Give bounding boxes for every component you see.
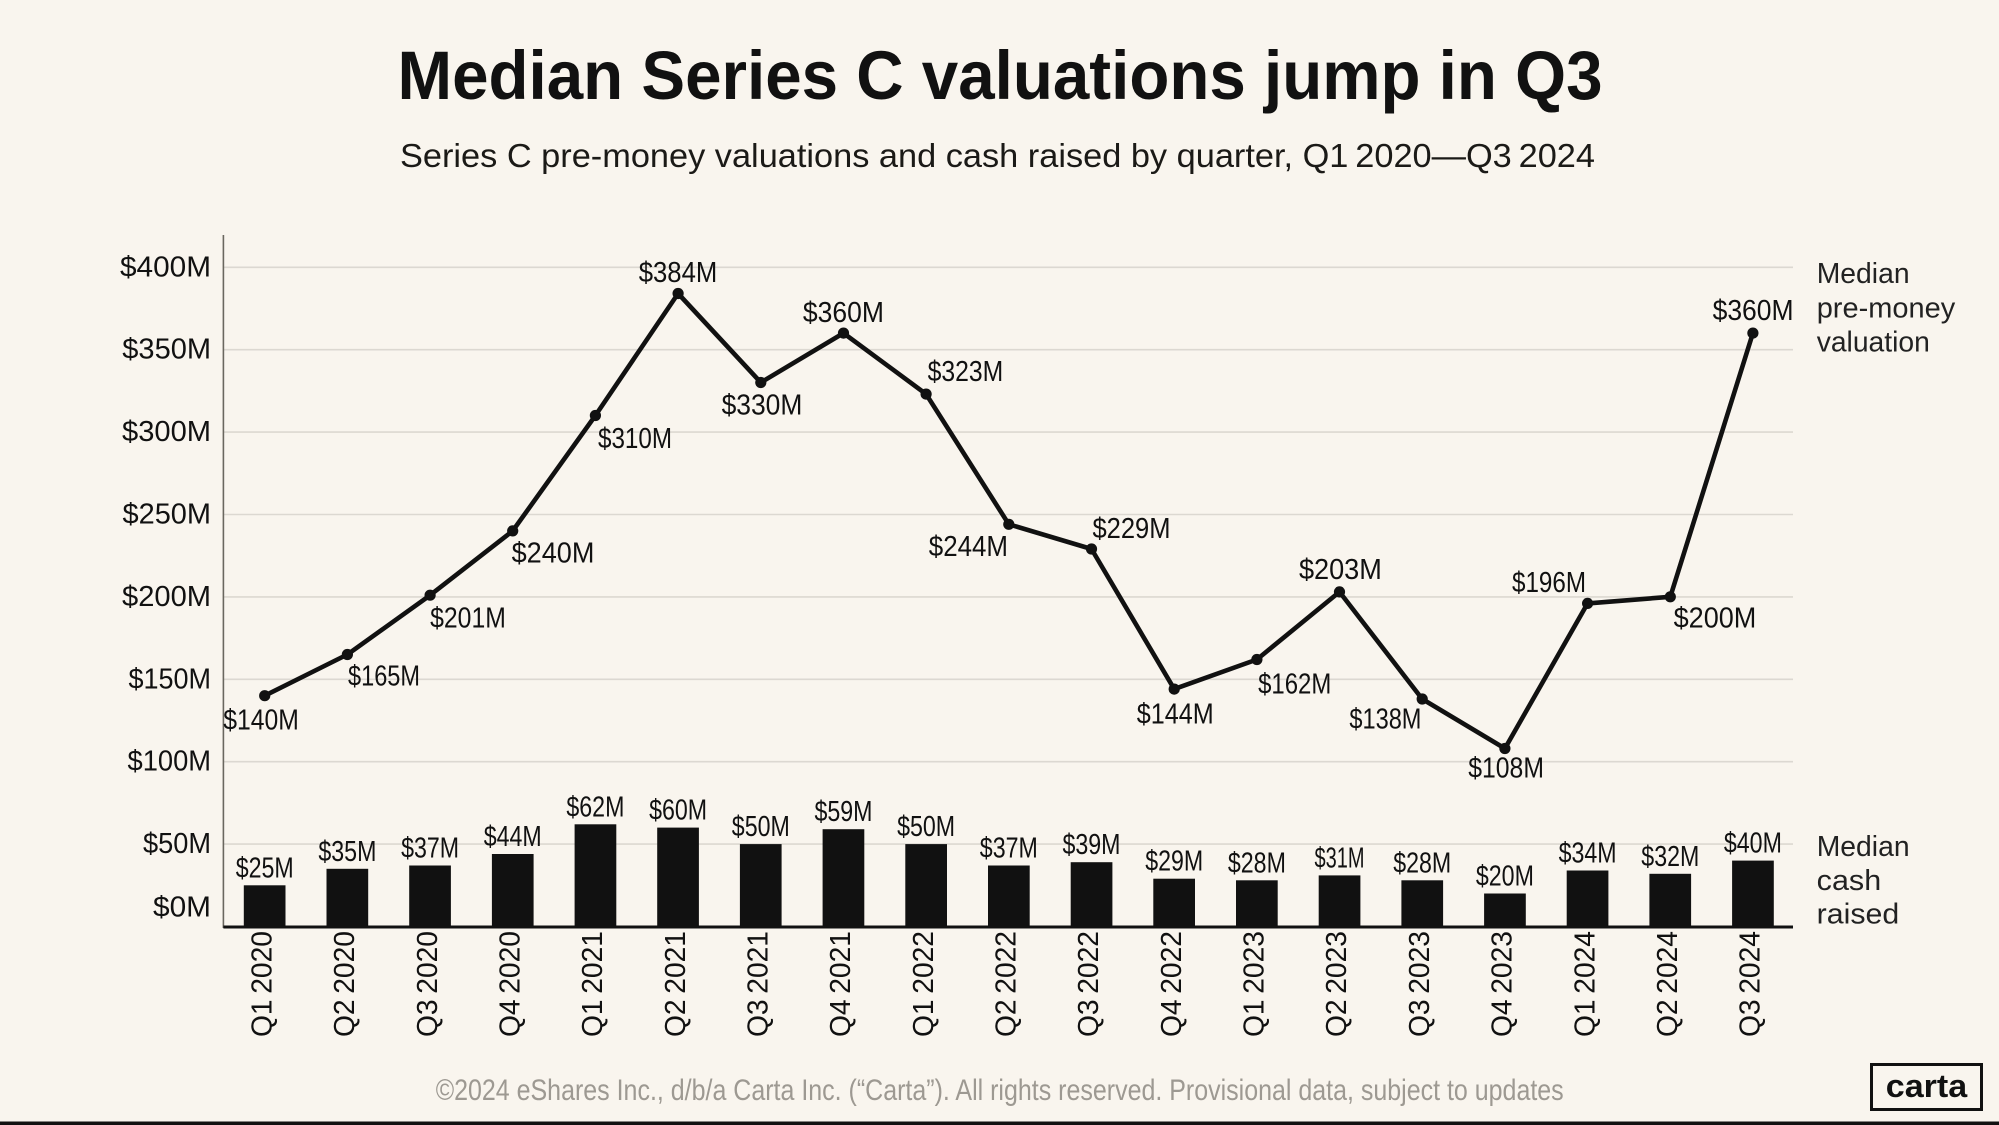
- svg-text:$360M: $360M: [1713, 295, 1794, 327]
- svg-text:$28M: $28M: [1393, 847, 1451, 879]
- svg-text:$140M: $140M: [223, 705, 299, 737]
- svg-text:$50M: $50M: [732, 811, 790, 843]
- svg-text:Q3 2020: Q3 2020: [412, 931, 444, 1037]
- svg-text:Q4 2022: Q4 2022: [1156, 931, 1188, 1037]
- svg-text:$310M: $310M: [598, 423, 672, 455]
- svg-text:Q2 2023: Q2 2023: [1321, 931, 1353, 1037]
- svg-text:$330M: $330M: [722, 389, 803, 421]
- svg-text:$165M: $165M: [348, 661, 420, 693]
- svg-text:$150M: $150M: [129, 663, 212, 695]
- svg-text:$34M: $34M: [1559, 838, 1617, 870]
- svg-text:$244M: $244M: [929, 531, 1008, 563]
- svg-text:Q3 2021: Q3 2021: [743, 931, 775, 1037]
- svg-text:Q3 2024: Q3 2024: [1735, 931, 1767, 1037]
- svg-text:Q2 2022: Q2 2022: [991, 931, 1023, 1037]
- svg-text:$400M: $400M: [120, 251, 211, 283]
- svg-text:$31M: $31M: [1315, 842, 1365, 874]
- svg-text:Q3 2022: Q3 2022: [1073, 931, 1105, 1037]
- svg-text:Median: Median: [1817, 831, 1910, 863]
- svg-text:Q3 2023: Q3 2023: [1404, 931, 1436, 1037]
- svg-text:$50M: $50M: [143, 828, 211, 860]
- svg-text:$144M: $144M: [1137, 699, 1214, 731]
- svg-text:$240M: $240M: [512, 538, 595, 570]
- svg-text:Q4 2021: Q4 2021: [825, 931, 857, 1037]
- svg-text:valuation: valuation: [1817, 326, 1930, 358]
- svg-text:Q2 2024: Q2 2024: [1652, 931, 1684, 1037]
- svg-text:©2024 eShares Inc., d/b/a Cart: ©2024 eShares Inc., d/b/a Carta Inc. (“C…: [436, 1074, 1564, 1107]
- svg-text:Median: Median: [1817, 258, 1910, 290]
- svg-text:$28M: $28M: [1228, 847, 1286, 879]
- svg-text:$200M: $200M: [122, 581, 211, 613]
- svg-text:raised: raised: [1817, 899, 1900, 931]
- svg-text:$108M: $108M: [1468, 753, 1544, 785]
- svg-text:pre-money: pre-money: [1817, 293, 1956, 325]
- svg-text:$60M: $60M: [649, 795, 707, 827]
- svg-text:$29M: $29M: [1145, 846, 1203, 878]
- svg-text:$100M: $100M: [128, 746, 212, 778]
- svg-text:$37M: $37M: [401, 833, 459, 865]
- svg-text:Q4 2020: Q4 2020: [494, 931, 526, 1037]
- svg-text:$50M: $50M: [897, 811, 955, 843]
- svg-text:$0M: $0M: [153, 892, 211, 924]
- svg-text:Q1 2021: Q1 2021: [577, 931, 609, 1037]
- svg-text:carta: carta: [1886, 1068, 1968, 1104]
- svg-text:$323M: $323M: [928, 356, 1004, 388]
- svg-text:$162M: $162M: [1258, 669, 1331, 701]
- svg-text:$196M: $196M: [1512, 567, 1586, 599]
- svg-text:Series C pre-money valuations: Series C pre-money valuations and cash r…: [400, 137, 1595, 174]
- svg-text:$40M: $40M: [1724, 828, 1782, 860]
- svg-text:Q2 2021: Q2 2021: [660, 931, 692, 1037]
- svg-text:$62M: $62M: [566, 791, 624, 823]
- svg-text:Q1 2022: Q1 2022: [908, 931, 940, 1037]
- svg-text:$44M: $44M: [484, 821, 542, 853]
- svg-text:$201M: $201M: [430, 603, 506, 635]
- svg-text:$37M: $37M: [980, 833, 1038, 865]
- svg-text:$35M: $35M: [318, 836, 376, 868]
- svg-text:Q2 2020: Q2 2020: [329, 931, 361, 1037]
- svg-text:$229M: $229M: [1093, 513, 1171, 545]
- svg-text:$25M: $25M: [236, 852, 294, 884]
- svg-text:Q4 2023: Q4 2023: [1487, 931, 1519, 1037]
- svg-text:$39M: $39M: [1063, 829, 1121, 861]
- svg-text:$200M: $200M: [1674, 603, 1757, 635]
- svg-text:$300M: $300M: [122, 416, 211, 448]
- svg-text:Median Series C valuations jum: Median Series C valuations jump in Q3: [398, 37, 1603, 114]
- svg-text:cash: cash: [1817, 865, 1882, 897]
- svg-text:Q1 2020: Q1 2020: [246, 931, 278, 1037]
- svg-text:$138M: $138M: [1349, 704, 1421, 736]
- svg-text:Q1 2024: Q1 2024: [1569, 931, 1601, 1037]
- svg-text:$32M: $32M: [1641, 841, 1699, 873]
- svg-text:$350M: $350M: [122, 334, 211, 366]
- svg-text:$20M: $20M: [1476, 861, 1534, 893]
- svg-text:$203M: $203M: [1299, 554, 1382, 586]
- svg-text:$250M: $250M: [123, 499, 212, 531]
- svg-text:Q1 2023: Q1 2023: [1239, 931, 1271, 1037]
- svg-text:$360M: $360M: [803, 297, 884, 329]
- svg-text:$59M: $59M: [815, 796, 873, 828]
- svg-text:$384M: $384M: [639, 257, 718, 289]
